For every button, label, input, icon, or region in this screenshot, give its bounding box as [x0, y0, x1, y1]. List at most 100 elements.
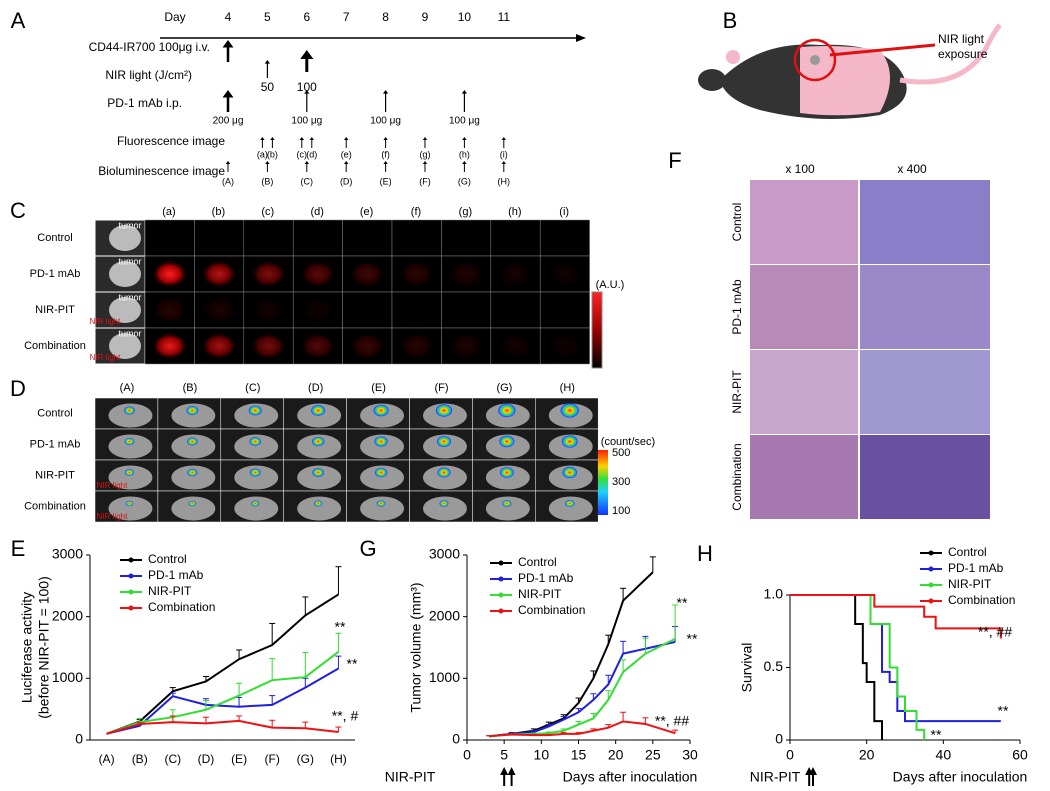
mouse-label: NIR light	[938, 32, 985, 46]
lum-signal	[186, 406, 199, 415]
lum-signal	[312, 468, 324, 477]
panel-label: E	[11, 536, 26, 561]
histology	[860, 265, 990, 349]
fluor-image	[391, 219, 442, 257]
x-axis-label: Days after inoculation	[563, 769, 698, 785]
x-tick-label: 5	[500, 747, 508, 763]
lum-signal	[499, 435, 515, 448]
y-axis-label: (before NIR-PIT = 100)	[36, 576, 52, 719]
fluor-image	[441, 291, 492, 329]
lum-signal	[435, 404, 453, 417]
photo-label: tumor	[118, 256, 141, 266]
biolum-label: (F)	[419, 176, 431, 186]
mouse-label: exposure	[938, 47, 988, 61]
arrow-head	[270, 137, 275, 140]
legend-label: PD-1 mAb	[948, 561, 1004, 575]
row-label: Combination	[730, 443, 744, 510]
fluor-image	[194, 219, 245, 257]
lum-signal	[313, 500, 323, 507]
mouse-photo	[297, 465, 342, 490]
arrow-head	[422, 137, 428, 140]
series-line	[106, 651, 340, 735]
column-label: (D)	[308, 382, 323, 394]
annotation: **, ##	[978, 624, 1012, 640]
column-label: (G)	[496, 382, 512, 394]
arrow-head	[304, 90, 310, 94]
legend-label: NIR-PIT	[148, 584, 192, 598]
y-axis-label: Tumor volume (mm³)	[408, 582, 424, 712]
series-line	[489, 640, 676, 738]
column-label: x 100	[785, 162, 815, 176]
fluor-signal	[250, 296, 287, 324]
legend-marker	[498, 608, 504, 614]
histology	[860, 435, 990, 519]
annotation: **	[347, 656, 358, 672]
legend-marker	[128, 557, 134, 563]
mouse-illustration	[698, 23, 1002, 119]
row-label: PD-1 mAb	[730, 279, 744, 335]
x-axis-label: Days after inoculation	[893, 769, 1028, 785]
mouse-photo	[234, 434, 279, 459]
dose: 50	[261, 80, 275, 94]
mouse-photo	[485, 496, 530, 521]
fluor-image	[539, 291, 590, 329]
lum-signal	[124, 437, 135, 446]
mouse-photo	[109, 225, 141, 251]
arrow-head	[422, 161, 428, 164]
lum-signal	[562, 466, 578, 479]
x-tick-label: (E)	[231, 752, 247, 766]
mouse-photo	[360, 465, 405, 490]
x-tick-label: (G)	[297, 752, 314, 766]
panel-label: B	[723, 8, 738, 33]
row-label: Bioluminescence image	[98, 164, 225, 178]
fluor-label: (i)	[500, 149, 508, 159]
histology	[750, 435, 858, 519]
fluor-label: (d)	[306, 149, 317, 159]
photo-label: NIR light	[90, 353, 121, 362]
arrow-head	[309, 137, 314, 140]
arrow-head	[265, 161, 270, 164]
arrow-head	[344, 137, 349, 140]
lum-signal	[498, 403, 516, 418]
series-line	[489, 720, 676, 738]
photo-label: tumor	[118, 292, 141, 302]
panel-label: H	[697, 541, 713, 566]
lum-signal	[561, 435, 578, 448]
photo-label: NIR light	[97, 481, 128, 490]
x-tick-label: 10	[534, 747, 550, 763]
fluor-signal	[299, 296, 336, 324]
y-tick-label: 0	[452, 731, 460, 747]
column-label: (e)	[360, 206, 373, 218]
fluor-signal	[398, 260, 435, 288]
arrow-head	[383, 161, 388, 164]
fluor-signal	[398, 332, 435, 360]
lum-signal	[311, 405, 326, 416]
legend-marker	[928, 566, 934, 572]
photo-label: NIR light	[97, 512, 128, 521]
fluor-image	[391, 291, 442, 329]
histology	[750, 350, 858, 434]
day: 7	[343, 10, 350, 24]
mouse-photo	[108, 496, 153, 521]
legend-marker	[928, 550, 934, 556]
arrow-head	[299, 137, 304, 140]
row-label: NIR-PIT	[35, 304, 75, 316]
series-line	[790, 594, 926, 740]
y-tick-label: 2000	[429, 607, 460, 623]
x-tick-label: 15	[571, 747, 587, 763]
annotation: **	[677, 595, 688, 611]
series-line	[790, 594, 1001, 723]
fluor-signal	[349, 260, 386, 288]
row-label: NIR light (J/cm²)	[105, 68, 192, 82]
lum-signal	[436, 436, 452, 447]
row-label: Control	[730, 203, 744, 242]
day: 5	[264, 10, 271, 24]
mouse-photo	[548, 496, 593, 521]
lum-signal	[188, 500, 197, 507]
colorbar	[591, 291, 603, 369]
series-line	[106, 593, 339, 735]
mouse-photo	[108, 403, 153, 428]
column-label: (h)	[508, 206, 521, 218]
lum-signal	[124, 406, 135, 415]
